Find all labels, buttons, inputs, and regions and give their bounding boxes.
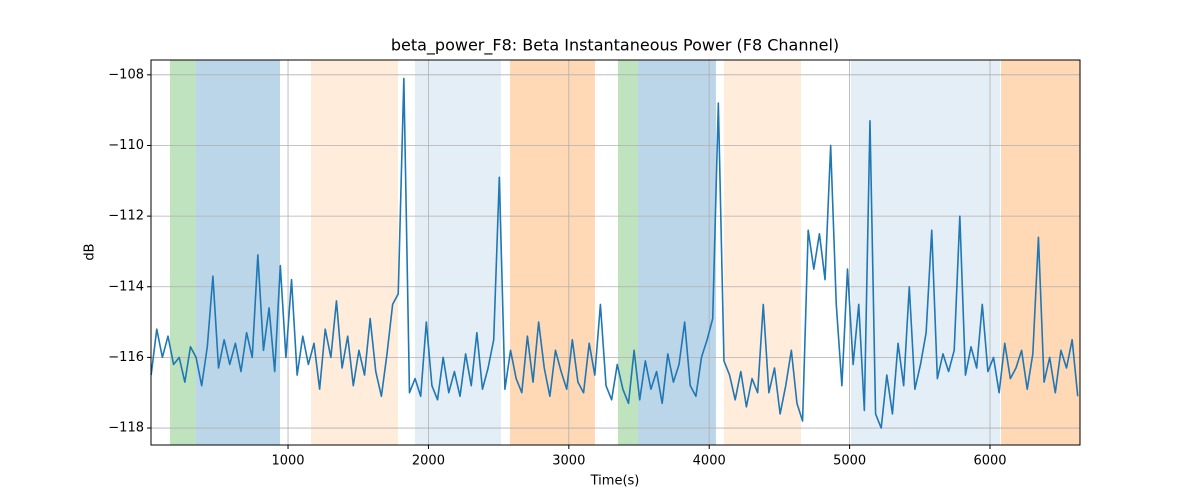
shaded-span: [617, 60, 639, 445]
shaded-span: [1000, 60, 1080, 445]
x-tick-label: 1000: [271, 454, 304, 469]
x-axis-label: Time(s): [590, 474, 640, 489]
chart-title: beta_power_F8: Beta Instantaneous Power …: [391, 36, 839, 56]
y-tick-label: −118: [108, 421, 144, 436]
x-tick-label: 6000: [973, 454, 1006, 469]
shaded-span: [311, 60, 398, 445]
y-tick-label: −114: [108, 279, 144, 294]
x-tick-label: 4000: [693, 454, 726, 469]
plot-frame: [150, 59, 1081, 446]
data-line: [150, 77, 1079, 429]
shaded-span: [414, 60, 502, 445]
y-tick-label: −116: [108, 350, 144, 365]
shaded-span: [169, 60, 196, 445]
x-tick-label: 3000: [552, 454, 585, 469]
shaded-span: [851, 60, 1000, 445]
shaded-span: [638, 60, 716, 445]
y-axis-label: dB: [83, 243, 98, 260]
y-tick-label: −110: [108, 138, 144, 153]
y-tick-label: −112: [108, 209, 144, 224]
shaded-span: [723, 60, 802, 445]
x-tick-label: 5000: [833, 454, 866, 469]
y-tick-label: −108: [108, 67, 144, 82]
x-tick-label: 2000: [412, 454, 445, 469]
shaded-span: [195, 60, 281, 445]
